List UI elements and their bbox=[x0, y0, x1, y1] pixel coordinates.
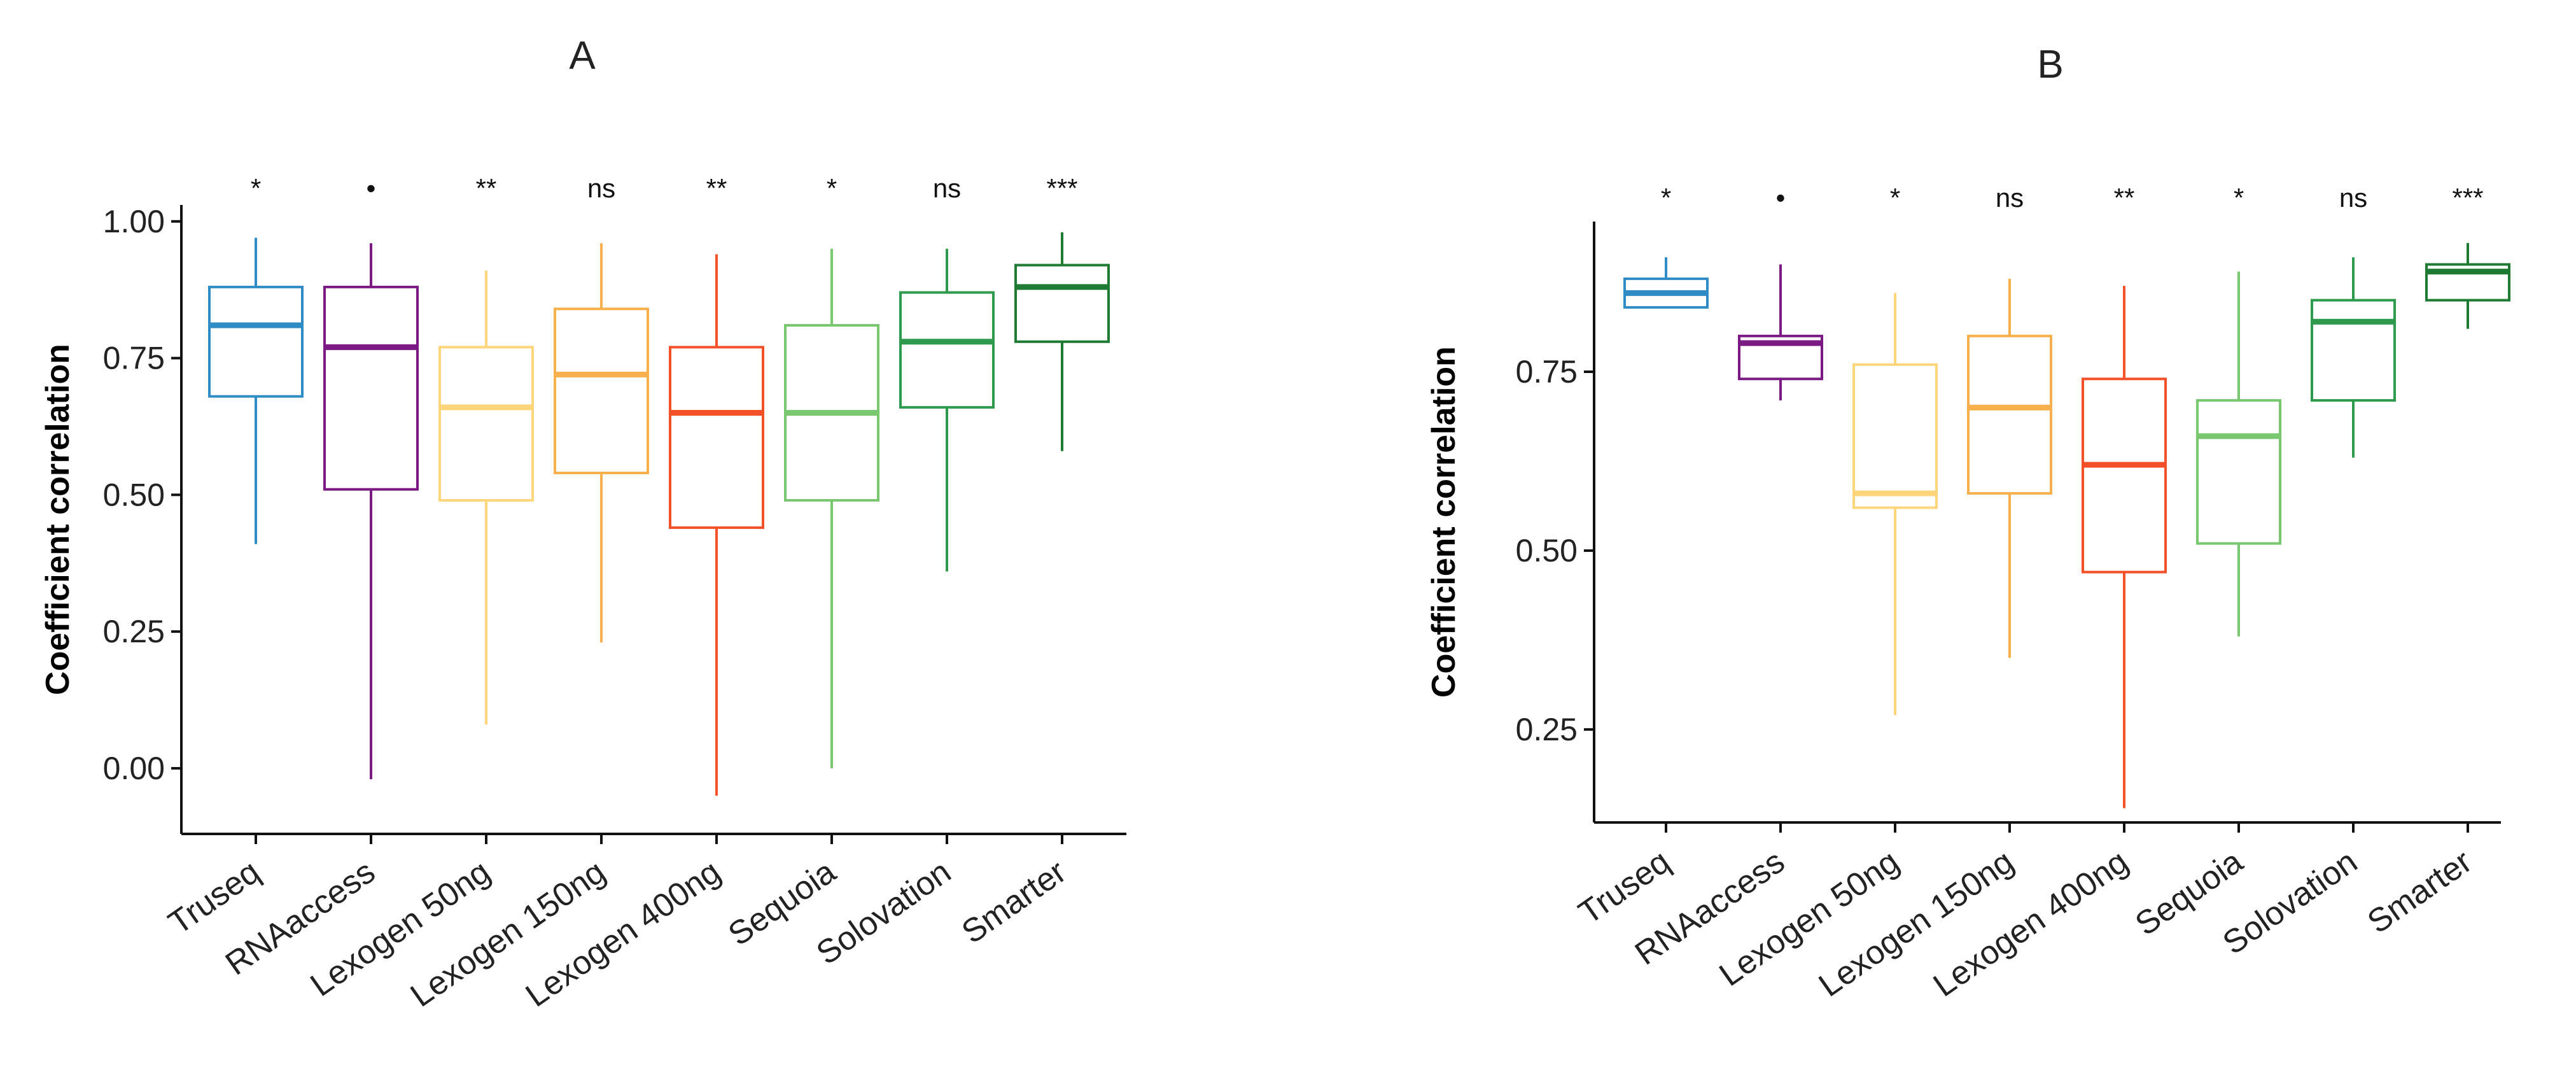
significance-label: ns bbox=[2339, 183, 2367, 213]
significance-label: ** bbox=[476, 173, 497, 203]
x-tick-label: Smarter bbox=[2361, 843, 2479, 941]
y-tick-label: 0.50 bbox=[103, 477, 165, 512]
panel-title: A bbox=[569, 34, 596, 78]
y-tick-label: 0.00 bbox=[103, 751, 165, 786]
significance-label: * bbox=[1890, 183, 1900, 213]
y-tick-label: 0.25 bbox=[1516, 712, 1578, 747]
significance-label: • bbox=[1776, 183, 1786, 213]
box-iqr bbox=[1014, 264, 1110, 343]
significance-label: * bbox=[827, 173, 837, 203]
x-tick-label: Truseq bbox=[162, 853, 267, 942]
significance-label: *** bbox=[2452, 183, 2483, 213]
y-tick-label: 0.75 bbox=[1516, 354, 1578, 390]
box-iqr bbox=[554, 307, 649, 474]
significance-label: ns bbox=[1996, 183, 2024, 213]
x-tick-label: Lexogen 400ng bbox=[1927, 843, 2135, 1004]
x-tick-label: Lexogen 400ng bbox=[519, 853, 727, 1014]
box-iqr bbox=[2311, 299, 2396, 402]
significance-label: * bbox=[251, 173, 261, 203]
x-tick-label: Truseq bbox=[1572, 843, 1677, 931]
x-tick-label: Lexogen 150ng bbox=[1812, 843, 2020, 1004]
x-tick-label: Lexogen 150ng bbox=[404, 853, 612, 1014]
box-iqr bbox=[323, 285, 419, 491]
y-tick-label: 0.25 bbox=[103, 614, 165, 649]
significance-label: * bbox=[2234, 183, 2244, 213]
box-iqr bbox=[669, 346, 764, 529]
y-tick-label: 0.50 bbox=[1516, 533, 1578, 568]
y-tick-label: 1.00 bbox=[103, 204, 165, 239]
box-iqr bbox=[208, 285, 304, 398]
significance-label: ns bbox=[933, 173, 961, 203]
panel-title: B bbox=[2037, 43, 2063, 87]
box-iqr bbox=[1967, 334, 2052, 495]
y-tick-label: 0.75 bbox=[103, 341, 165, 376]
box-iqr bbox=[899, 291, 995, 409]
significance-label: ns bbox=[587, 173, 615, 203]
significance-label: ** bbox=[706, 173, 727, 203]
significance-label: ** bbox=[2114, 183, 2135, 213]
box-iqr bbox=[1852, 363, 1938, 509]
box-iqr bbox=[2082, 377, 2167, 574]
y-axis-label: Coefficient correlation bbox=[1425, 346, 1462, 698]
x-tick-label: Smarter bbox=[955, 853, 1073, 951]
significance-label: *** bbox=[1046, 173, 1077, 203]
significance-label: • bbox=[367, 173, 376, 203]
box-iqr bbox=[438, 346, 534, 502]
y-axis-label: Coefficient correlation bbox=[39, 344, 76, 695]
box-iqr bbox=[2196, 398, 2281, 545]
significance-label: * bbox=[1661, 183, 1671, 213]
